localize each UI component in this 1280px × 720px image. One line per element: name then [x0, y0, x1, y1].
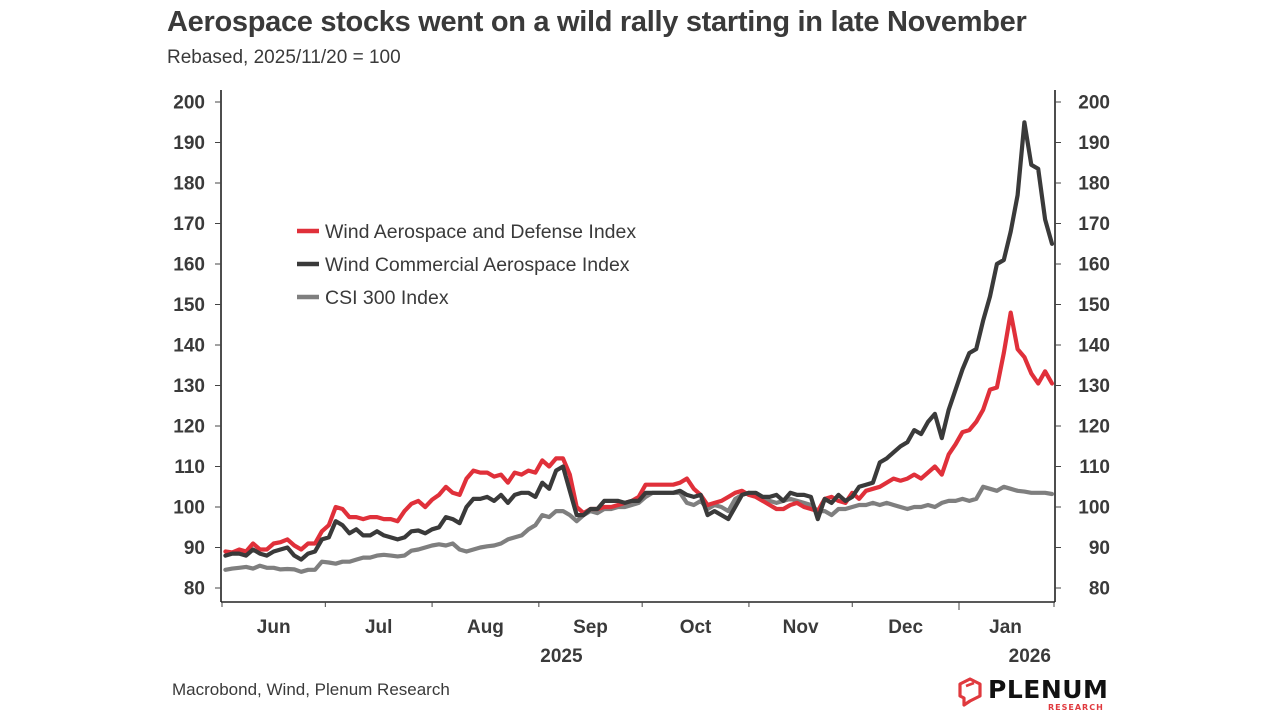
- y-tick-label-right: 110: [1079, 457, 1110, 478]
- chart-subtitle: Rebased, 2025/11/20 = 100: [167, 47, 401, 68]
- y-tick-label-left: 140: [173, 336, 205, 357]
- y-tick-label-right: 80: [1089, 579, 1110, 600]
- y-tick-label-right: 140: [1078, 336, 1110, 357]
- y-tick-label-left: 150: [173, 295, 205, 316]
- plenum-logo: PLENUM RESEARCH: [956, 673, 1126, 713]
- y-tick-label-right: 200: [1078, 93, 1110, 114]
- x-tick-label: Dec: [888, 617, 923, 638]
- series-line-wind-aerospace-and-defense-index: [223, 310, 1055, 555]
- y-tick-label-left: 110: [174, 457, 205, 478]
- legend-label: Wind Aerospace and Defense Index: [325, 221, 636, 243]
- y-tick-label-left: 190: [173, 133, 205, 154]
- y-tick-label-left: 170: [173, 214, 205, 235]
- axes: 80 80 90 90 100 100 110 110 120 120 130 130 140 140 15…: [173, 90, 1110, 667]
- x-year-label: 2026: [1009, 646, 1051, 667]
- series-lines: [223, 120, 1055, 574]
- series-line-wind-commercial-aerospace-index: [223, 120, 1055, 562]
- y-tick-label-left: 200: [173, 93, 205, 114]
- y-tick-label-left: 160: [173, 255, 205, 276]
- y-tick-label-right: 130: [1078, 376, 1110, 397]
- logo-subtitle: RESEARCH: [1048, 703, 1104, 712]
- legend: Wind Aerospace and Defense Index Wind Com…: [297, 221, 636, 309]
- y-tick-label-right: 160: [1078, 255, 1110, 276]
- y-tick-label-left: 180: [173, 174, 205, 195]
- x-tick-label: Sep: [573, 617, 608, 638]
- y-tick-label-left: 130: [173, 376, 205, 397]
- y-tick-label-right: 190: [1078, 133, 1110, 154]
- y-tick-label-left: 120: [173, 417, 205, 438]
- y-tick-label-right: 150: [1078, 295, 1110, 316]
- x-tick-label: Oct: [680, 617, 712, 638]
- y-tick-label-left: 100: [173, 498, 205, 519]
- x-tick-label: Nov: [783, 617, 819, 638]
- x-tick-label: Aug: [467, 617, 504, 638]
- y-tick-label-right: 100: [1078, 498, 1110, 519]
- y-tick-label-right: 180: [1078, 174, 1110, 195]
- plenum-logo-icon: [958, 677, 982, 707]
- y-tick-label-left: 80: [184, 579, 205, 600]
- x-year-label: 2025: [540, 646, 583, 667]
- x-tick-label: Jun: [257, 617, 291, 638]
- x-tick-label: Jan: [989, 617, 1022, 638]
- source-note: Macrobond, Wind, Plenum Research: [172, 680, 450, 699]
- legend-label: Wind Commercial Aerospace Index: [325, 254, 630, 276]
- chart-title: Aerospace stocks went on a wild rally st…: [167, 6, 1027, 38]
- y-tick-label-right: 120: [1078, 417, 1110, 438]
- y-tick-label-left: 90: [184, 538, 205, 559]
- legend-label: CSI 300 Index: [325, 287, 449, 309]
- x-tick-label: Jul: [365, 617, 392, 638]
- y-tick-label-right: 170: [1078, 214, 1110, 235]
- logo-wordmark: PLENUM: [988, 675, 1109, 704]
- y-tick-label-right: 90: [1089, 538, 1110, 559]
